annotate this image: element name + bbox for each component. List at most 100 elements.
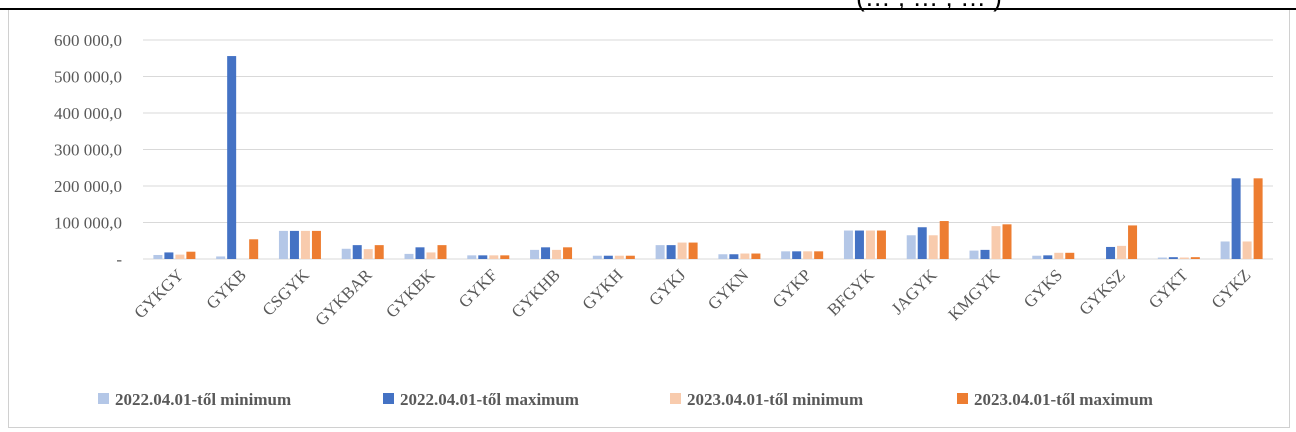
y-tick-label: 300 000,0 bbox=[54, 141, 122, 160]
bar-gyksz-series-2 bbox=[1106, 246, 1116, 259]
legend-label: 2023.04.01-től maximum bbox=[974, 390, 1153, 409]
x-tick-label: GYKB bbox=[202, 265, 249, 312]
legend-swatch bbox=[670, 393, 681, 404]
x-tick-label: GYKBAR bbox=[311, 265, 376, 330]
bar-gykhb-series-2 bbox=[541, 247, 551, 259]
x-tick-label: GYKN bbox=[704, 265, 752, 313]
bar-kmgyk-series-3 bbox=[991, 226, 1001, 259]
cutoff-chart-title: (… , … , … ) bbox=[856, 0, 1002, 13]
bar-gyks-series-3 bbox=[1054, 252, 1064, 259]
y-tick-label: 100 000,0 bbox=[54, 214, 122, 233]
x-tick-label: BFGYK bbox=[824, 265, 879, 320]
x-tick-label: JAGYK bbox=[888, 265, 941, 318]
legend-label: 2022.04.01-től maximum bbox=[400, 390, 579, 409]
x-tick-label: GYKT bbox=[1145, 265, 1192, 312]
bar-gykf-series-3 bbox=[489, 255, 499, 259]
y-tick-label: 400 000,0 bbox=[54, 104, 122, 123]
bar-gykh-series-2 bbox=[603, 255, 613, 259]
bar-jagyk-series-3 bbox=[928, 235, 938, 259]
bar-gykgy-series-4 bbox=[186, 251, 196, 259]
bar-jagyk-series-1 bbox=[906, 235, 916, 259]
x-tick-label: CSGYK bbox=[259, 265, 314, 320]
x-tick-label: GYKH bbox=[579, 265, 627, 313]
bar-gykgy-series-1 bbox=[153, 254, 163, 259]
bar-gykz-series-2 bbox=[1231, 178, 1241, 259]
top-rule bbox=[0, 8, 1296, 10]
bar-gykj-series-3 bbox=[677, 242, 687, 259]
chart-frame bbox=[8, 10, 1290, 428]
bar-gykp-series-1 bbox=[781, 251, 791, 259]
bar-gykh-series-1 bbox=[592, 255, 602, 259]
bar-gykb-series-4 bbox=[249, 239, 259, 259]
bar-bfgyk-series-3 bbox=[865, 230, 875, 259]
bar-gykz-series-3 bbox=[1242, 241, 1252, 259]
bar-gykgy-series-2 bbox=[164, 252, 174, 259]
bar-jagyk-series-4 bbox=[939, 221, 949, 259]
legend-label: 2023.04.01-től minimum bbox=[687, 390, 863, 409]
legend-swatch bbox=[957, 393, 968, 404]
bar-gykn-series-1 bbox=[718, 254, 728, 259]
bar-bfgyk-series-2 bbox=[854, 230, 864, 259]
bar-gykz-series-1 bbox=[1220, 241, 1230, 259]
bar-gykbar-series-4 bbox=[374, 245, 384, 259]
bar-gykz-series-4 bbox=[1253, 178, 1263, 259]
bar-gykbk-series-2 bbox=[415, 247, 425, 259]
x-tick-label: GYKS bbox=[1020, 265, 1066, 311]
gridlines bbox=[143, 39, 1273, 260]
bar-gykhb-series-4 bbox=[563, 247, 573, 259]
bar-gykt-series-2 bbox=[1168, 257, 1178, 259]
bar-gykt-series-1 bbox=[1157, 257, 1167, 259]
bar-gykbk-series-1 bbox=[404, 253, 414, 259]
bar-gyks-series-1 bbox=[1032, 255, 1042, 259]
bar-gykb-series-2 bbox=[227, 56, 237, 260]
y-tick-label: 200 000,0 bbox=[54, 177, 122, 196]
bar-gykb-series-1 bbox=[216, 256, 226, 259]
bar-gykf-series-4 bbox=[500, 255, 510, 259]
bar-gykn-series-4 bbox=[751, 253, 761, 259]
chart-legend: 2022.04.01-től minimum 2022.04.01-től max… bbox=[98, 390, 1153, 409]
bar-gykj-series-2 bbox=[666, 245, 676, 259]
y-tick-label: 500 000,0 bbox=[54, 68, 122, 87]
bar-kmgyk-series-1 bbox=[969, 250, 979, 259]
bar-gykt-series-4 bbox=[1190, 257, 1200, 259]
bar-gyksz-series-3 bbox=[1117, 245, 1127, 259]
x-tick-label: GYKF bbox=[455, 265, 501, 311]
bar-kmgyk-series-4 bbox=[1002, 224, 1012, 259]
bar-gykh-series-3 bbox=[614, 255, 624, 259]
bar-gykbar-series-3 bbox=[363, 249, 373, 259]
x-tick-label: GYKZ bbox=[1208, 265, 1255, 312]
x-tick-label: GYKBK bbox=[382, 265, 439, 322]
y-tick-label: 600 000,0 bbox=[54, 31, 122, 50]
bar-gykn-series-2 bbox=[729, 254, 739, 259]
y-axis-tick-labels: - 100 000,0 200 000,0 300 000,0 400 000,0 500… bbox=[54, 31, 122, 269]
bar-jagyk-series-2 bbox=[917, 227, 927, 259]
bar-kmgyk-series-2 bbox=[980, 249, 990, 259]
bar-gykf-series-2 bbox=[478, 255, 488, 259]
bar-gykh-series-4 bbox=[625, 255, 635, 259]
bar-csgyk-series-4 bbox=[311, 230, 321, 259]
bar-bfgyk-series-1 bbox=[843, 230, 853, 259]
y-tick-label: - bbox=[116, 250, 122, 269]
bar-gykbar-series-2 bbox=[352, 245, 362, 259]
bar-gyks-series-4 bbox=[1065, 252, 1075, 259]
bar-gykbk-series-4 bbox=[437, 245, 447, 259]
bar-gykgy-series-3 bbox=[175, 254, 185, 259]
bar-gykt-series-3 bbox=[1179, 257, 1189, 259]
bar-gyksz-series-4 bbox=[1128, 225, 1138, 259]
bar-gyks-series-2 bbox=[1043, 255, 1053, 259]
bar-gykp-series-3 bbox=[803, 251, 813, 259]
bar-bfgyk-series-4 bbox=[876, 230, 886, 259]
bar-gykn-series-3 bbox=[740, 253, 750, 259]
x-tick-label: GYKHB bbox=[508, 265, 564, 321]
bar-gykj-series-4 bbox=[688, 242, 698, 259]
legend-swatch bbox=[98, 393, 109, 404]
bar-series bbox=[153, 56, 1263, 260]
legend-label: 2022.04.01-től minimum bbox=[115, 390, 291, 409]
x-tick-label: GYKGY bbox=[130, 265, 187, 322]
bar-csgyk-series-1 bbox=[278, 230, 288, 259]
bar-gykf-series-1 bbox=[467, 255, 477, 259]
bar-gykj-series-1 bbox=[655, 245, 665, 259]
bar-gykp-series-4 bbox=[814, 251, 824, 259]
